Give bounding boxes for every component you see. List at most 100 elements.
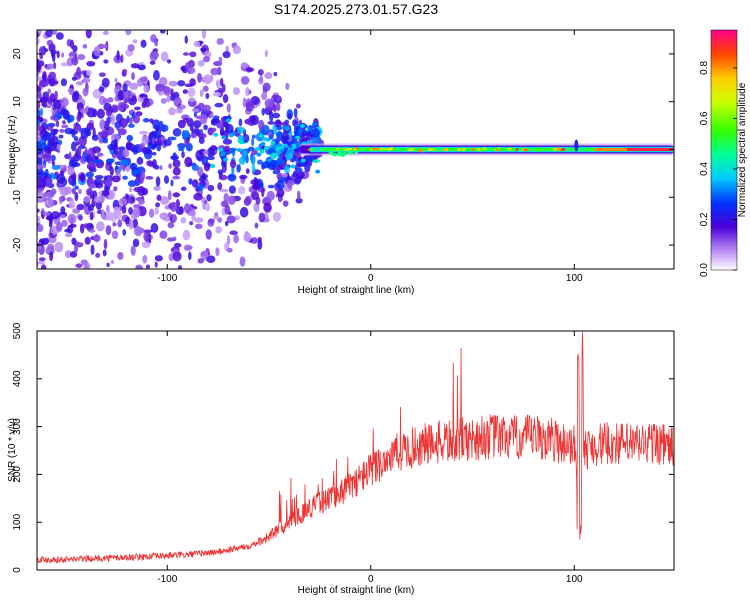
spectral-blob	[51, 160, 55, 166]
spectral-blob	[54, 101, 62, 110]
y-tick-label: 200	[12, 466, 23, 483]
spectral-blob	[56, 50, 60, 59]
spectral-blob	[185, 142, 193, 152]
spectral-blob	[212, 91, 221, 97]
line-bead	[308, 148, 316, 152]
spectral-blob	[54, 241, 64, 253]
spectral-blob	[71, 76, 77, 81]
spectral-blob	[68, 51, 78, 58]
spectral-blob	[245, 67, 255, 72]
line-bead	[332, 152, 338, 157]
spectral-blob	[95, 252, 101, 258]
spectral-blob	[56, 143, 61, 151]
spectral-blob	[90, 244, 95, 255]
spectral-blob	[105, 225, 112, 236]
line-bead	[373, 147, 380, 151]
spectral-blob	[60, 97, 69, 108]
spectral-blob	[167, 222, 175, 229]
spectral-blob	[46, 124, 54, 131]
spectral-blob	[226, 247, 233, 253]
line-spike	[574, 139, 579, 152]
spectral-blob	[177, 265, 183, 269]
spectral-blob	[45, 215, 55, 221]
spectral-blob	[239, 174, 248, 180]
spectral-blob	[80, 130, 89, 140]
spectral-blob	[211, 127, 217, 133]
spectral-blob	[253, 202, 260, 213]
spectral-blob	[218, 174, 228, 181]
spectral-blob	[191, 164, 199, 171]
spectral-blob	[113, 186, 118, 192]
snr-panel: -100 0 100 0 100 200 300 400 500 Height of stra…	[7, 322, 675, 596]
spectral-blob	[194, 217, 204, 223]
spectral-blob	[48, 78, 55, 87]
spectral-blob	[228, 185, 236, 194]
spectral-blob	[224, 145, 231, 153]
spectral-blob	[71, 237, 77, 245]
spectral-blob	[285, 82, 290, 90]
spectral-blob	[98, 72, 106, 77]
spectral-blob	[238, 186, 246, 195]
spectral-blob	[125, 194, 130, 199]
spectral-blob	[258, 212, 266, 223]
x-tick-label: 100	[566, 273, 583, 284]
spectral-blob	[242, 97, 247, 108]
spectral-blob	[101, 129, 110, 138]
spectral-blob	[170, 94, 176, 102]
spectral-blob	[86, 188, 93, 196]
spectral-blob	[216, 122, 226, 129]
y-tick-label: 0	[12, 146, 23, 152]
spectral-blob	[151, 119, 161, 127]
spectral-blob	[64, 249, 72, 259]
spectral-blob	[206, 194, 212, 202]
spectral-blob	[72, 208, 81, 214]
spectral-blob	[199, 89, 204, 98]
spectral-blob	[191, 179, 199, 188]
spectral-blob	[172, 236, 177, 242]
spectral-blob	[94, 155, 100, 161]
spectral-blob	[193, 193, 203, 201]
spectral-blob	[124, 216, 131, 225]
spectral-blob	[88, 183, 97, 189]
spectral-blob	[264, 98, 274, 109]
spectral-blob	[47, 63, 54, 70]
colorbar-tick-label: 0.2	[699, 212, 710, 226]
spectral-blob	[250, 114, 259, 126]
spectral-blob	[257, 236, 262, 243]
spectral-blob	[273, 104, 277, 113]
x-tick-label: 100	[566, 574, 583, 585]
spectral-blob	[166, 237, 175, 242]
spectral-blob	[86, 129, 92, 137]
y-tick-label: 100	[12, 513, 23, 530]
spectral-blob	[203, 74, 213, 85]
spectral-blob	[131, 111, 135, 119]
spectral-blob	[110, 114, 116, 125]
spectral-blob	[275, 102, 281, 112]
spectral-blob	[77, 54, 86, 61]
spectral-blob	[159, 212, 169, 220]
spectral-blob	[67, 88, 74, 94]
spectral-blob	[106, 204, 110, 214]
spectral-blob	[262, 137, 268, 142]
spectral-blob	[73, 122, 77, 131]
spectral-blob	[272, 112, 281, 119]
spectral-blob	[160, 98, 167, 104]
spectral-blob	[122, 149, 130, 158]
spectral-blob	[295, 103, 301, 109]
spectral-blob	[140, 39, 147, 48]
spectral-blob	[143, 84, 150, 94]
spectral-blob	[167, 212, 172, 218]
spectral-blob	[187, 87, 196, 98]
spectral-blob	[189, 221, 194, 226]
spectral-blob	[137, 199, 145, 205]
spectral-blob	[229, 160, 237, 169]
spectral-blob	[276, 179, 285, 190]
spectral-blob	[233, 234, 239, 244]
spectral-blob	[37, 260, 46, 265]
spectral-blob	[182, 129, 190, 139]
spectral-blob	[55, 109, 60, 114]
spectral-blob	[261, 91, 268, 101]
spectral-blob	[257, 69, 264, 76]
spectral-blob	[172, 192, 181, 198]
spectral-blob	[47, 88, 51, 95]
